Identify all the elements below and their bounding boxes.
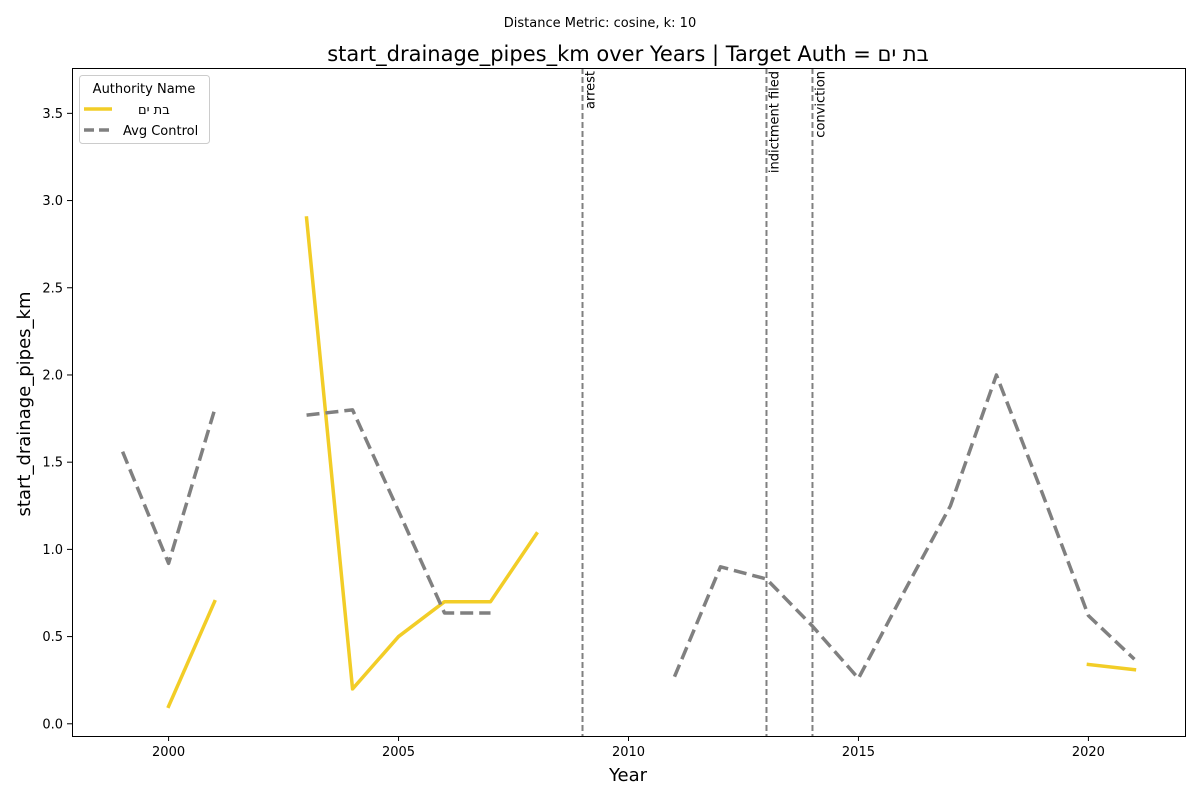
event-label: indictment filed (767, 71, 782, 173)
y-tick-label: 0.0 (42, 717, 63, 732)
chart-title: start_drainage_pipes_km over Years | Tar… (327, 42, 929, 67)
y-tick-label: 3.0 (42, 194, 63, 209)
x-tick-label: 2010 (612, 745, 645, 760)
y-tick-label: 1.5 (42, 456, 63, 471)
x-axis-title: Year (608, 765, 648, 786)
y-tick-label: 0.5 (42, 630, 63, 645)
plot-area: arrest indictment filed conviction (72, 68, 1186, 737)
event-label: conviction (813, 71, 828, 138)
x-tick-label: 2020 (1072, 745, 1105, 760)
x-tick-label: 2000 (152, 745, 185, 760)
y-tick-label: 1.0 (42, 543, 63, 558)
y-axis: 0.0 0.5 1.0 1.5 2.0 2.5 3.0 3.5 (42, 107, 72, 732)
legend: Authority Name בת ים Avg Control (79, 75, 210, 144)
y-tick-label: 3.5 (42, 107, 63, 122)
y-tick-label: 2.5 (42, 281, 63, 296)
legend-title: Authority Name (93, 82, 196, 97)
y-axis-title: start_drainage_pipes_km (14, 292, 35, 517)
event-label: arrest (584, 71, 599, 109)
chart-suptitle: Distance Metric: cosine, k: 10 (504, 16, 696, 31)
series-lines (120, 216, 1137, 709)
x-axis: 2000 2005 2010 2015 2020 (152, 736, 1105, 760)
x-tick-label: 2015 (842, 745, 875, 760)
series-line-target (304, 216, 539, 691)
legend-label-target: בת ים (138, 103, 170, 118)
legend-box (79, 75, 210, 144)
x-tick-label: 2005 (382, 745, 415, 760)
series-line-target (166, 599, 217, 709)
y-tick-label: 2.0 (42, 368, 63, 383)
series-line-control (672, 373, 1136, 681)
series-line-control (306, 408, 491, 615)
series-line-control (120, 409, 217, 566)
legend-label-control: Avg Control (123, 124, 198, 139)
series-line-target (1086, 662, 1137, 672)
plot-frame (72, 68, 1186, 737)
event-markers: arrest indictment filed conviction (581, 68, 828, 736)
